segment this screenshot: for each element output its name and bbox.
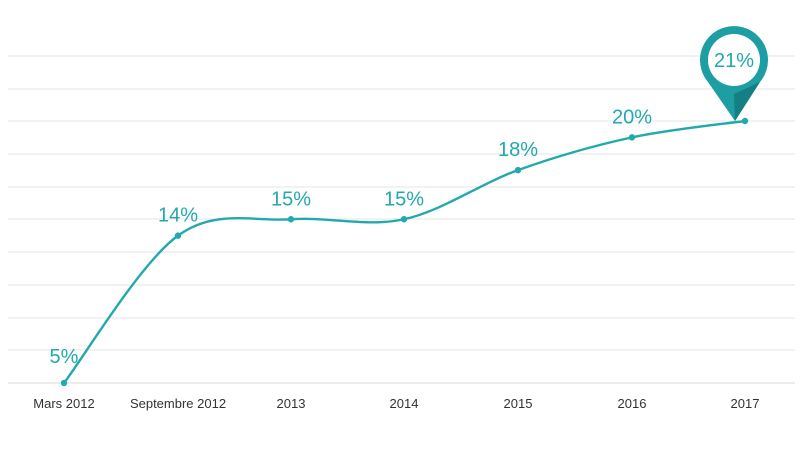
data-label: 15% xyxy=(271,188,311,210)
data-point xyxy=(174,232,182,239)
callout-inner-circle xyxy=(708,34,760,86)
x-tick-label: 2017 xyxy=(731,396,760,411)
x-tick-label: 2014 xyxy=(390,396,419,411)
data-point xyxy=(60,379,68,387)
data-label: 15% xyxy=(384,188,424,210)
data-labels: 5% 14% 15% 15% 18% 20% xyxy=(50,106,653,368)
data-point xyxy=(287,216,295,223)
data-points xyxy=(60,117,749,387)
x-tick-label: Septembre 2012 xyxy=(130,396,226,411)
callout-marker: 21% xyxy=(699,26,768,122)
x-tick-label: Mars 2012 xyxy=(33,396,94,411)
data-point xyxy=(514,166,522,174)
callout-label: 21% xyxy=(714,50,754,72)
data-label: 20% xyxy=(612,106,652,128)
data-label: 14% xyxy=(158,205,198,227)
data-point xyxy=(400,216,408,223)
x-tick-label: 2015 xyxy=(504,396,533,411)
x-tick-label: 2013 xyxy=(277,396,306,411)
x-tick-label: 2016 xyxy=(618,396,647,411)
data-point xyxy=(741,117,749,125)
data-label: 5% xyxy=(50,346,79,368)
data-point xyxy=(628,134,636,141)
data-label: 18% xyxy=(498,139,538,161)
callout-pin-shade xyxy=(734,82,760,121)
x-axis-labels: Mars 2012 Septembre 2012 2013 2014 2015 2016 2… xyxy=(33,396,759,411)
